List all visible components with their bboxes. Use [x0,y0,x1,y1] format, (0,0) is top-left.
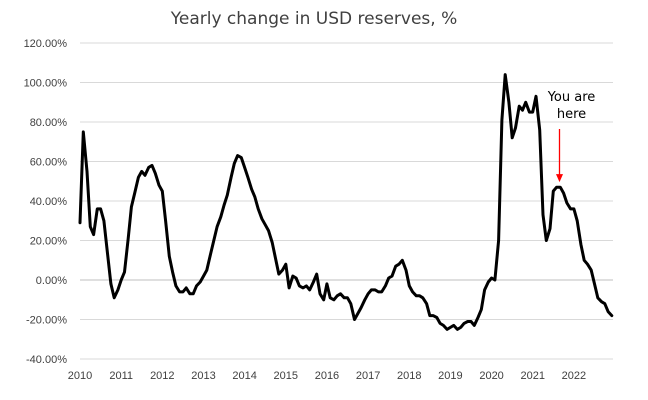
x-tick-label: 2016 [315,370,339,382]
y-tick-label: -20.00% [26,315,67,327]
x-tick-label: 2020 [479,370,503,382]
y-tick-label: 80.00% [30,117,68,129]
x-tick-label: 2019 [438,370,462,382]
annotation-arrow-head [555,174,563,183]
y-tick-label: 20.00% [30,236,68,248]
annotation-text-line: You are [547,90,596,105]
x-tick-label: 2011 [109,370,133,382]
x-tick-label: 2018 [397,370,421,382]
chart-title: Yearly change in USD reserves, % [170,9,458,29]
y-tick-label: 40.00% [30,196,68,208]
y-axis-tick-labels: -40.00% -20.00% 0.00% 20.00% 40.00% 60.00% 80.… [24,38,68,366]
x-tick-label: 2022 [562,370,586,382]
x-tick-label: 2014 [232,370,256,382]
y-tick-label: 100.00% [24,78,68,90]
gridlines [80,42,613,360]
annotation: You are here [547,90,596,183]
x-tick-label: 2015 [274,370,298,382]
y-tick-label: -40.00% [26,354,67,366]
y-tick-label: 120.00% [24,38,68,50]
y-tick-label: 0.00% [36,275,67,287]
x-axis-tick-labels: 2010 2011 2012 2013 2014 2015 2016 2017 2018 2019… [68,370,586,382]
x-tick-label: 2021 [520,370,544,382]
x-tick-label: 2013 [191,370,215,382]
series-layer [78,73,614,331]
annotation-text-line: here [557,107,586,122]
y-tick-label: 60.00% [30,157,68,169]
x-tick-label: 2012 [150,370,174,382]
x-tick-label: 2017 [356,370,380,382]
series-line [78,73,614,331]
x-tick-label: 2010 [68,370,92,382]
